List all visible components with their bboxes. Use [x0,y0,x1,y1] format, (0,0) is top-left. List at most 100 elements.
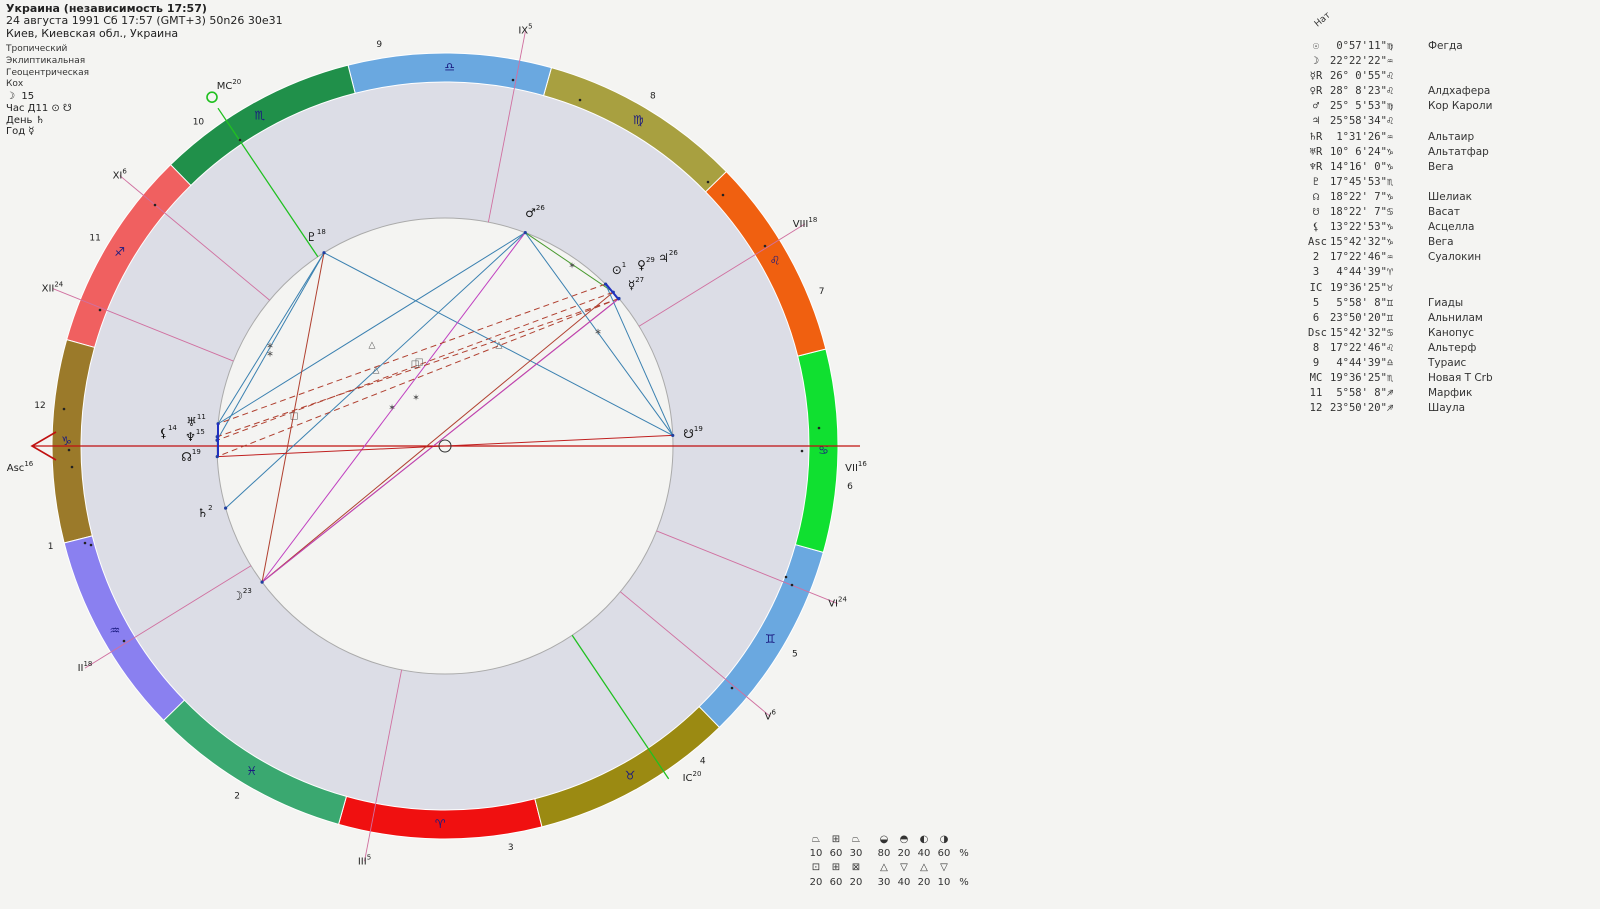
house-5-icon: 5 [1312,296,1320,309]
house-cusp-line [638,223,806,327]
fixed-star-dot [67,448,71,452]
descendant-icon: Dsc [1308,326,1327,339]
position-value: 23°50'20"♐ [1330,402,1394,415]
fixed-star-name: Асцелла [1428,221,1475,234]
sign-virgo-icon: ♍ [633,113,644,127]
aspect-symbol-icon: ∗ [266,342,274,352]
house-cusp-label: VI24 [828,596,847,610]
fixed-star-name: Альнилам [1428,311,1483,324]
house-cusp-degree: 5 [367,853,371,861]
mars-degree: 26 [536,204,545,212]
house-cusp-degree: 6 [122,168,127,176]
element-percent: 20 [917,877,931,888]
fixed-star-dot [70,465,74,469]
lilith-glyph: ⚸ [159,426,168,440]
uranus-degree: 11 [197,413,206,421]
house-cusp-degree: 24 [54,280,63,288]
fixed-star-name: Алдхафера [1428,85,1491,98]
sun-icon: ⊙1 [612,261,627,277]
fixed-star-name: Марфик [1428,387,1473,400]
house-8-icon: 8 [1312,341,1320,354]
fixed-star-name: Вега [1428,236,1454,249]
hemisphere-icon: ◓ [899,834,909,845]
pluto-icon: ♇ [1312,175,1320,188]
house-cusp-degree: 18 [808,216,817,224]
saturn-icon: ♄2 [197,504,212,520]
fixed-star-dot [706,180,710,184]
ascendant-label: Asc16 [7,460,34,474]
ascendant-label-degree: 16 [24,460,33,468]
house-number: 6 [847,482,853,492]
aspect-symbol-icon: ∗ [266,350,274,360]
house-2-icon: 2 [1312,251,1320,264]
house-cusp-line [487,30,526,223]
neptune-icon: ♆R [1309,160,1323,173]
midheaven-icon: MC [1309,372,1323,385]
neptune-icon: ♆15 [185,428,205,444]
aspect-symbol-icon: □ [411,360,420,370]
house-number: 11 [89,234,100,244]
house-cusp-numeral: V [765,711,772,722]
cardinal-icon: ⏢ [812,834,820,845]
fixed-star-name: Канопус [1428,326,1475,339]
venus-glyph: ♀ [637,258,646,272]
element-percent: % [959,877,969,888]
saturn-icon: ♄R [1309,130,1323,143]
position-value: 28° 8'23"♌ [1330,85,1394,98]
sign-leo-icon: ♌ [770,253,781,267]
house-cusp-numeral: III [358,856,367,867]
jupiter-degree: 26 [669,249,678,257]
lunar-day-value: 15 [21,91,35,102]
aspect-line-pluto-neptune [216,252,325,441]
element-icon: △ [920,862,928,873]
imum-coeli-label-degree: 20 [693,770,702,778]
fixed-star-name: Новая T Crb [1428,372,1493,385]
ascendant-label-text: Asc [7,463,25,474]
quadrant-icon: ⊠ [851,862,861,873]
position-value: 13°22'53"♑ [1330,221,1394,234]
house-cusp-label: XII24 [42,280,64,294]
position-value: 14°16' 0"♑ [1330,160,1394,173]
house-number: 9 [376,40,382,50]
position-value: 17°45'53"♏ [1330,175,1394,188]
neptune-glyph: ♆ [185,430,196,444]
aspect-line-mars-saturn [225,232,526,509]
house-cusp-line [84,565,252,669]
imum-coeli-label-text: IC [683,773,693,784]
fixed-star-dot [730,686,734,690]
position-value: 25°58'34"♌ [1330,115,1394,128]
house-cusp-label: IX5 [518,23,532,37]
time-rulers: ☽ 15 Час Д11 ⊙ ☋ День ♄ Год ☿ [6,91,72,138]
aspect-symbol-icon: □ [415,358,424,368]
position-value: 15°42'32"♋ [1330,326,1394,339]
house-number: 1 [48,542,54,552]
uranus-icon: ♅R [1309,145,1323,158]
fixed-star-dot [578,98,582,102]
house-6-icon: 6 [1312,311,1320,324]
quadrant-icon: ⊡ [811,862,821,873]
chart-header: Украина (независимость 17:57) 24 августа… [6,2,283,40]
position-value: 4°44'39"♎ [1330,356,1394,369]
fixed-star-dot [62,407,66,411]
aspect-symbol-icon: ✶ [412,394,420,404]
position-value: 0°57'11"♍ [1330,40,1394,52]
coordinate-setting: Эклиптикальная [6,55,86,66]
mercury-icon: ☿27 [628,276,644,292]
aspect-line-jupiter-lilith [217,298,620,438]
house-number: 4 [700,756,706,766]
aspect-symbol-icon: △ [373,366,380,376]
sign-sagittarius-icon: ♐ [114,245,125,259]
moon-icon: ☽ [1312,55,1320,68]
sign-segment-pisces [162,699,348,825]
south-node-degree: 19 [694,425,703,433]
house-number: 3 [508,843,514,853]
fixed-star-dot [763,244,767,248]
house-cusp-line [52,288,234,362]
fixed-star-dot [89,543,93,547]
day-ruler: День ♄ [6,114,45,126]
hemisphere-icon: ◒ [879,834,889,845]
aspect-line-venus-neptune [216,291,614,441]
imum-coeli-label: IC20 [683,770,702,784]
sun-degree: 1 [622,261,626,269]
